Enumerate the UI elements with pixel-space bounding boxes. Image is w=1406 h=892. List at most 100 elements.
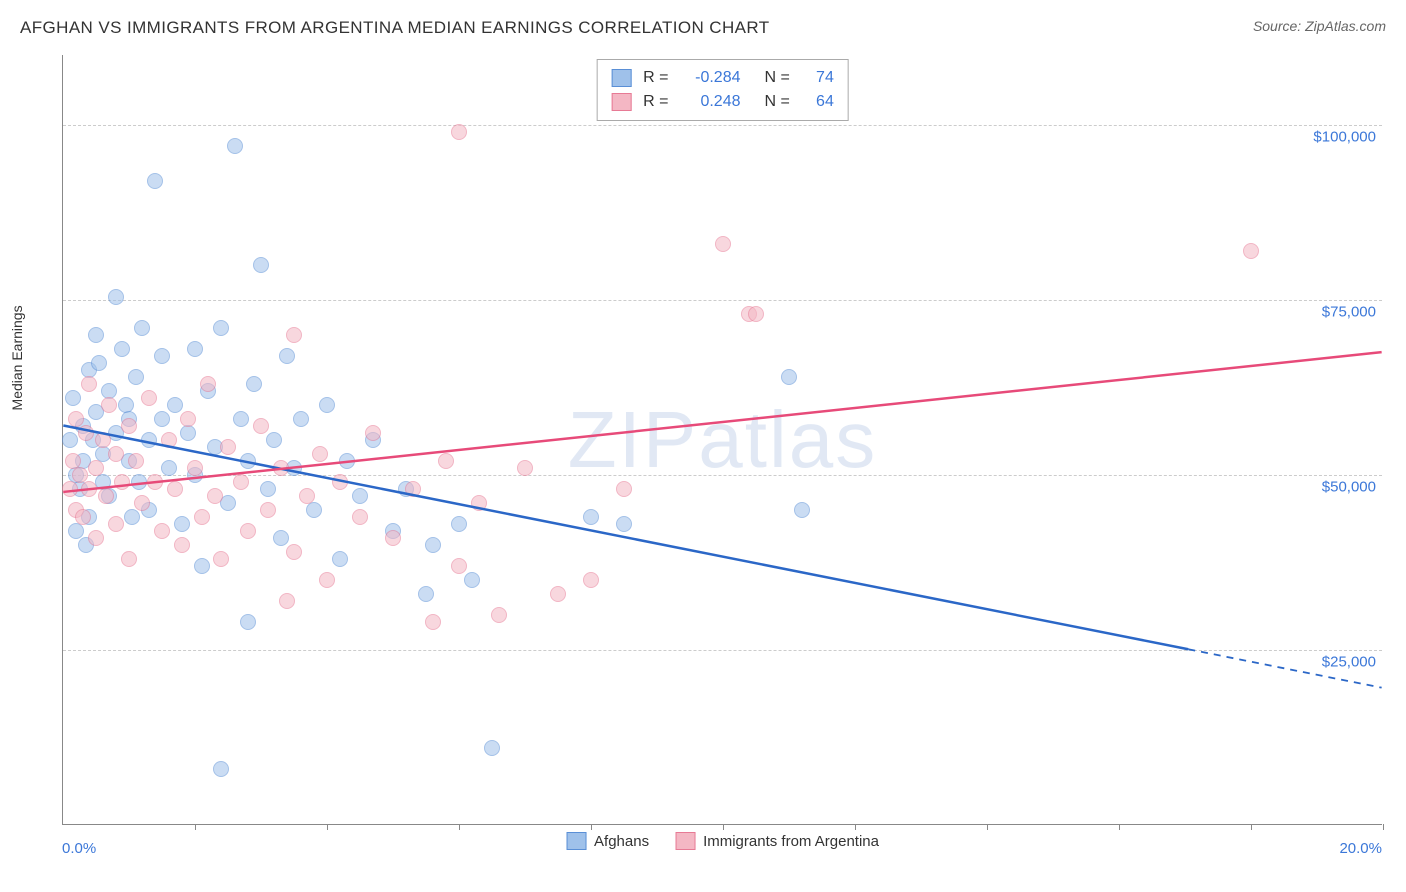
stat-n-label: N = (765, 90, 790, 114)
data-point (68, 523, 84, 539)
data-point (299, 488, 315, 504)
y-axis-label: Median Earnings (9, 305, 25, 410)
legend-swatch (611, 69, 631, 87)
data-point (715, 236, 731, 252)
data-point (253, 257, 269, 273)
data-point (471, 495, 487, 511)
x-axis-max-label: 20.0% (1339, 840, 1382, 857)
data-point (279, 593, 295, 609)
data-point (550, 586, 566, 602)
data-point (240, 523, 256, 539)
data-point (65, 390, 81, 406)
data-point (451, 516, 467, 532)
data-point (134, 320, 150, 336)
data-point (194, 558, 210, 574)
trend-lines (63, 55, 1382, 824)
x-tick (459, 824, 460, 830)
data-point (147, 474, 163, 490)
y-tick-label: $75,000 (1322, 304, 1376, 321)
data-point (233, 411, 249, 427)
data-point (81, 376, 97, 392)
data-point (180, 411, 196, 427)
data-point (108, 446, 124, 462)
x-tick (1119, 824, 1120, 830)
data-point (121, 551, 137, 567)
data-point (161, 460, 177, 476)
data-point (583, 509, 599, 525)
data-point (98, 488, 114, 504)
data-point (167, 397, 183, 413)
data-point (154, 411, 170, 427)
data-point (114, 474, 130, 490)
chart-source: Source: ZipAtlas.com (1253, 18, 1386, 34)
stat-n-label: N = (765, 66, 790, 90)
data-point (464, 572, 480, 588)
data-point (62, 432, 78, 448)
data-point (233, 474, 249, 490)
data-point (95, 432, 111, 448)
gridline (63, 125, 1382, 126)
data-point (78, 425, 94, 441)
data-point (88, 460, 104, 476)
data-point (286, 544, 302, 560)
data-point (266, 432, 282, 448)
data-point (616, 481, 632, 497)
data-point (286, 327, 302, 343)
data-point (213, 320, 229, 336)
chart-title: AFGHAN VS IMMIGRANTS FROM ARGENTINA MEDI… (20, 18, 770, 38)
data-point (108, 289, 124, 305)
data-point (794, 502, 810, 518)
x-tick (327, 824, 328, 830)
data-point (194, 509, 210, 525)
data-point (72, 467, 88, 483)
data-point (306, 502, 322, 518)
data-point (260, 481, 276, 497)
data-point (128, 453, 144, 469)
data-point (616, 516, 632, 532)
data-point (405, 481, 421, 497)
data-point (88, 530, 104, 546)
legend-item: Immigrants from Argentina (675, 832, 879, 850)
data-point (154, 523, 170, 539)
data-point (213, 551, 229, 567)
watermark: ZIPatlas (568, 394, 877, 486)
data-point (227, 138, 243, 154)
data-point (121, 418, 137, 434)
data-point (385, 530, 401, 546)
x-tick (723, 824, 724, 830)
legend-swatch (566, 832, 586, 850)
data-point (273, 530, 289, 546)
data-point (319, 572, 335, 588)
data-point (108, 516, 124, 532)
data-point (134, 495, 150, 511)
gridline (63, 650, 1382, 651)
series-legend: Afghans Immigrants from Argentina (566, 832, 879, 850)
data-point (781, 369, 797, 385)
stats-legend: R =-0.284N =74R =0.248N =64 (596, 59, 849, 121)
gridline (63, 300, 1382, 301)
data-point (748, 306, 764, 322)
stat-r-label: R = (643, 90, 668, 114)
data-point (418, 586, 434, 602)
y-tick-label: $25,000 (1322, 654, 1376, 671)
legend-label: Afghans (594, 833, 649, 850)
data-point (141, 390, 157, 406)
data-point (220, 439, 236, 455)
data-point (101, 397, 117, 413)
data-point (1243, 243, 1259, 259)
x-tick (1383, 824, 1384, 830)
data-point (75, 509, 91, 525)
data-point (200, 376, 216, 392)
data-point (240, 453, 256, 469)
data-point (583, 572, 599, 588)
stat-r-value: 0.248 (679, 90, 741, 114)
data-point (240, 614, 256, 630)
stat-r-label: R = (643, 66, 668, 90)
data-point (319, 397, 335, 413)
data-point (174, 516, 190, 532)
data-point (517, 460, 533, 476)
data-point (128, 369, 144, 385)
x-tick (195, 824, 196, 830)
data-point (279, 348, 295, 364)
data-point (260, 502, 276, 518)
